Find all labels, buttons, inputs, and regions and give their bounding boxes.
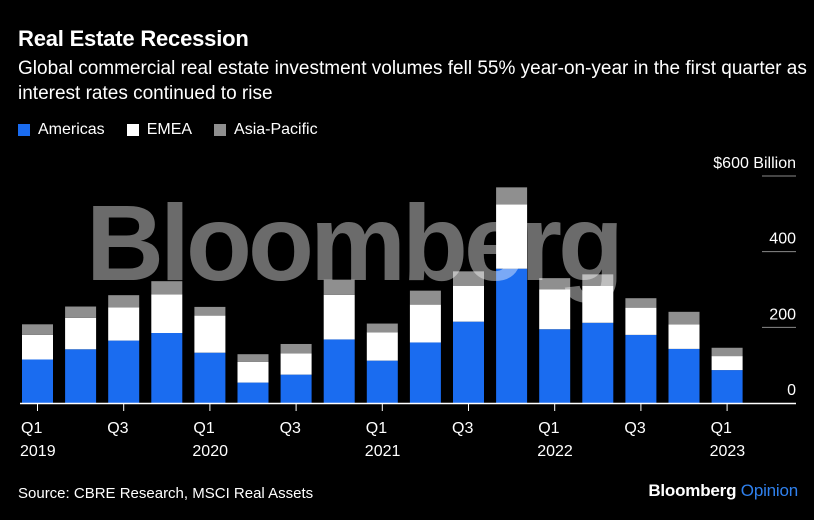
legend-swatch-asia-pacific xyxy=(214,124,227,136)
x-tick-label-quarter: Q1 xyxy=(193,420,214,437)
x-tick-label-year: 2020 xyxy=(192,443,228,460)
x-tick-label-quarter: Q3 xyxy=(452,420,473,437)
bar-emea xyxy=(409,304,441,343)
bar-emea xyxy=(194,315,226,353)
bar-asia-pacific xyxy=(625,298,657,308)
bar-asia-pacific xyxy=(668,311,700,325)
bar-americas xyxy=(496,268,528,403)
bar-americas xyxy=(194,352,226,403)
y-tick-label: $600 Billion xyxy=(713,155,796,172)
bar-asia-pacific xyxy=(366,323,398,333)
bar-emea xyxy=(151,294,183,334)
y-tick-label: 0 xyxy=(787,382,796,399)
brand-logo: Bloomberg Opinion xyxy=(648,481,798,501)
bar-americas xyxy=(453,321,484,403)
bar-asia-pacific xyxy=(237,354,269,362)
bar-emea xyxy=(323,294,355,340)
x-tick-label-quarter: Q3 xyxy=(107,420,128,437)
bar-americas xyxy=(582,322,614,403)
bar-asia-pacific xyxy=(151,281,183,295)
x-tick-label-year: 2022 xyxy=(537,443,573,460)
legend-label-emea: EMEA xyxy=(146,121,193,138)
bar-asia-pacific xyxy=(409,290,441,305)
x-tick-label-quarter: Q3 xyxy=(624,420,645,437)
y-tick-label: 400 xyxy=(769,231,796,248)
bar-americas xyxy=(366,360,398,403)
x-tick-label-year: 2021 xyxy=(365,443,401,460)
bar-emea xyxy=(668,324,700,349)
brand-name: Bloomberg xyxy=(648,481,737,500)
bar-emea xyxy=(280,353,312,375)
bar-emea xyxy=(496,204,528,269)
bar-asia-pacific xyxy=(496,187,528,205)
bar-americas xyxy=(409,342,441,403)
legend: Americas EMEA Asia-Pacific xyxy=(18,121,318,139)
x-tick-label-quarter: Q1 xyxy=(366,420,387,437)
bar-americas xyxy=(539,329,571,403)
bar-asia-pacific xyxy=(280,343,312,354)
source-note: Source: CBRE Research, MSCI Real Assets xyxy=(18,485,314,502)
bar-asia-pacific xyxy=(582,274,614,286)
bar-americas xyxy=(668,348,700,403)
bar-americas xyxy=(22,359,53,403)
x-tick-label-year: 2023 xyxy=(710,443,746,460)
bar-asia-pacific xyxy=(194,306,226,316)
x-tick-label-quarter: Q1 xyxy=(711,420,732,437)
bar-asia-pacific xyxy=(22,324,53,335)
bar-americas xyxy=(65,349,97,403)
brand-suffix: Opinion xyxy=(740,481,798,500)
x-tick-label-quarter: Q1 xyxy=(21,420,42,437)
legend-label-asia-pacific: Asia-Pacific xyxy=(234,121,318,138)
bar-emea xyxy=(453,285,484,322)
bar-emea xyxy=(22,334,53,360)
bar-asia-pacific xyxy=(108,295,140,308)
bar-emea xyxy=(539,289,571,330)
bar-emea xyxy=(108,307,140,341)
x-tick-label-quarter: Q1 xyxy=(538,420,559,437)
bar-emea xyxy=(711,356,743,371)
legend-item-asia-pacific: Asia-Pacific xyxy=(214,121,318,139)
bar-emea xyxy=(366,332,398,361)
bar-americas xyxy=(625,334,657,403)
bar-asia-pacific xyxy=(539,278,571,290)
bar-americas xyxy=(280,374,312,403)
bar-americas xyxy=(323,339,355,403)
chart-title: Real Estate Recession xyxy=(18,26,249,51)
legend-item-americas: Americas xyxy=(18,121,105,139)
legend-swatch-americas xyxy=(18,124,30,136)
bar-emea xyxy=(65,317,97,350)
legend-swatch-emea xyxy=(126,124,139,136)
bar-asia-pacific xyxy=(323,279,355,295)
legend-label-americas: Americas xyxy=(38,121,105,138)
bar-asia-pacific xyxy=(65,306,97,318)
bar-asia-pacific xyxy=(711,347,743,357)
bar-emea xyxy=(582,285,614,323)
bar-americas xyxy=(108,340,140,403)
x-tick-label-quarter: Q3 xyxy=(280,420,301,437)
legend-item-emea: EMEA xyxy=(126,121,193,139)
y-tick-label: 200 xyxy=(769,306,796,323)
chart-subtitle: Global commercial real estate investment… xyxy=(18,58,807,104)
bar-emea xyxy=(237,361,269,383)
bar-americas xyxy=(711,370,743,403)
bar-asia-pacific xyxy=(453,271,484,286)
bar-americas xyxy=(237,382,269,403)
bar-americas xyxy=(151,333,183,403)
x-tick-label-year: 2019 xyxy=(20,443,56,460)
bar-emea xyxy=(625,307,657,335)
